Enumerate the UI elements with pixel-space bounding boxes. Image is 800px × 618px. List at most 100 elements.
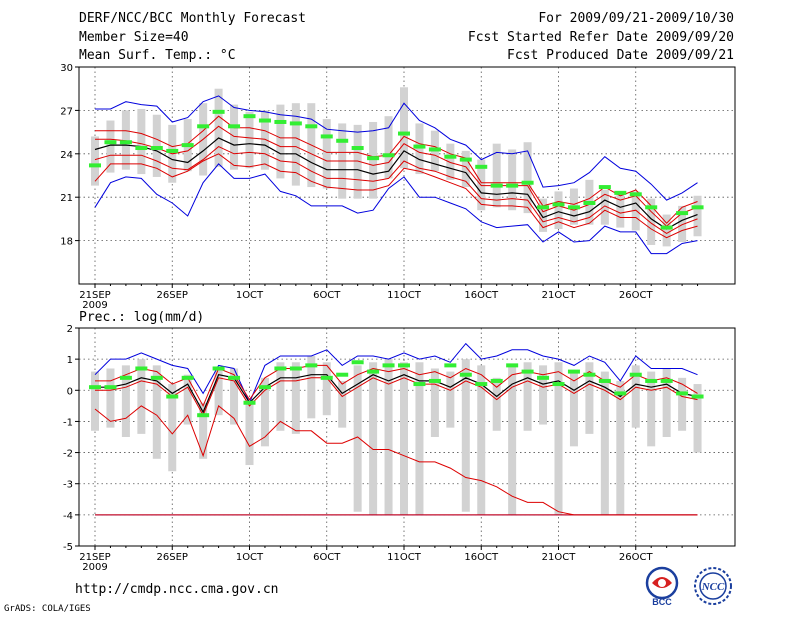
- observed-marker: [614, 190, 627, 195]
- observed-marker: [336, 138, 349, 143]
- x-tick-label: 21SEP: [79, 552, 110, 563]
- spread-box: [554, 362, 563, 515]
- observed-marker: [598, 185, 611, 190]
- x-tick-label: 6OCT: [313, 290, 341, 301]
- x-tick-label: 6OCT: [313, 552, 341, 563]
- spread-box: [152, 365, 161, 459]
- spread-box: [199, 402, 208, 459]
- spread-box: [446, 371, 455, 428]
- spread-box: [260, 377, 269, 447]
- bcc-logo-text: BCC: [652, 597, 672, 607]
- series-p90-line: [95, 364, 698, 408]
- spread-box: [291, 103, 300, 186]
- series-mean-line: [95, 374, 698, 414]
- grads-credit: GrADS: COLA/IGES: [4, 604, 91, 614]
- x-tick-label: 16OCT: [464, 552, 499, 563]
- observed-marker: [258, 118, 271, 123]
- observed-marker: [228, 375, 241, 380]
- observed-marker: [676, 391, 689, 396]
- observed-marker: [336, 372, 349, 377]
- observed-marker: [676, 211, 689, 216]
- observed-marker: [660, 378, 673, 383]
- bcc-logo: BCC: [645, 566, 679, 607]
- series-p10-line: [94, 153, 698, 239]
- observed-marker: [367, 156, 380, 161]
- observed-marker: [552, 202, 565, 207]
- spread-box: [508, 365, 517, 515]
- spread-box: [492, 143, 501, 208]
- spread-box: [152, 114, 161, 177]
- x-tick-label: 16OCT: [464, 290, 499, 301]
- spread-box: [539, 198, 548, 232]
- spread-box: [322, 119, 331, 189]
- observed-marker: [119, 375, 132, 380]
- observed-marker: [228, 124, 241, 129]
- observed-marker: [614, 391, 627, 396]
- x-tick-label: 21SEP: [79, 290, 110, 301]
- observed-marker: [351, 360, 364, 365]
- observed-marker: [506, 183, 519, 188]
- observed-marker: [104, 140, 117, 145]
- observed-marker: [490, 183, 503, 188]
- spread-box: [539, 365, 548, 425]
- observed-marker: [89, 385, 101, 390]
- x-tick-label: 26OCT: [619, 552, 654, 563]
- ncc-logo: NCC: [694, 567, 732, 605]
- y-tick-label: -2: [63, 449, 73, 460]
- spread-box: [585, 362, 594, 434]
- spread-box: [492, 377, 501, 431]
- observed-marker: [521, 369, 534, 374]
- spread-box: [183, 374, 192, 425]
- series-min-line: [94, 163, 698, 255]
- spread-box: [461, 359, 470, 512]
- y-tick-label: -3: [63, 480, 73, 491]
- variable-label-temp: Mean Surf. Temp.: °C: [79, 48, 236, 63]
- observed-marker: [583, 200, 596, 205]
- series-p25-line: [94, 146, 698, 234]
- observed-marker: [645, 205, 658, 210]
- y-tick-label: 0: [67, 386, 73, 397]
- series-p75-line: [95, 125, 698, 227]
- spread-box: [214, 368, 223, 416]
- observed-marker: [645, 378, 658, 383]
- observed-marker: [212, 366, 225, 371]
- spread-box: [168, 384, 177, 472]
- spread-box: [400, 87, 408, 169]
- spread-box: [693, 195, 702, 237]
- observed-marker: [691, 394, 704, 399]
- observed-marker: [289, 121, 302, 126]
- observed-marker: [212, 109, 225, 114]
- observed-marker: [475, 382, 488, 387]
- spread-box: [260, 110, 269, 170]
- observed-marker: [367, 369, 380, 374]
- observed-marker: [691, 205, 704, 210]
- observed-marker: [150, 146, 163, 151]
- spread-box: [384, 359, 393, 515]
- spread-box: [569, 371, 578, 447]
- observed-marker: [104, 385, 117, 390]
- observed-marker: [583, 372, 596, 377]
- x-tick-label: 1OCT: [236, 290, 264, 301]
- observed-marker: [258, 385, 271, 390]
- x-tick-label: 26OCT: [619, 290, 654, 301]
- spread-box: [245, 111, 254, 169]
- series-max-line: [95, 95, 698, 201]
- spread-box: [369, 121, 378, 199]
- spread-box: [662, 214, 671, 247]
- spread-box: [91, 136, 99, 186]
- observed-marker: [629, 372, 642, 377]
- observed-marker: [197, 413, 210, 418]
- observed-marker: [243, 400, 256, 405]
- spread-box: [647, 371, 656, 447]
- y-tick-label: 24: [60, 150, 73, 161]
- spread-box: [91, 371, 99, 431]
- observed-marker: [135, 146, 148, 151]
- observed-marker: [567, 205, 580, 210]
- spread-box: [106, 368, 115, 428]
- spread-box: [338, 380, 347, 428]
- spread-box: [415, 123, 424, 175]
- source-url[interactable]: http://cmdp.ncc.cma.gov.cn: [75, 582, 279, 597]
- spread-box: [461, 150, 470, 188]
- spread-box: [446, 143, 455, 180]
